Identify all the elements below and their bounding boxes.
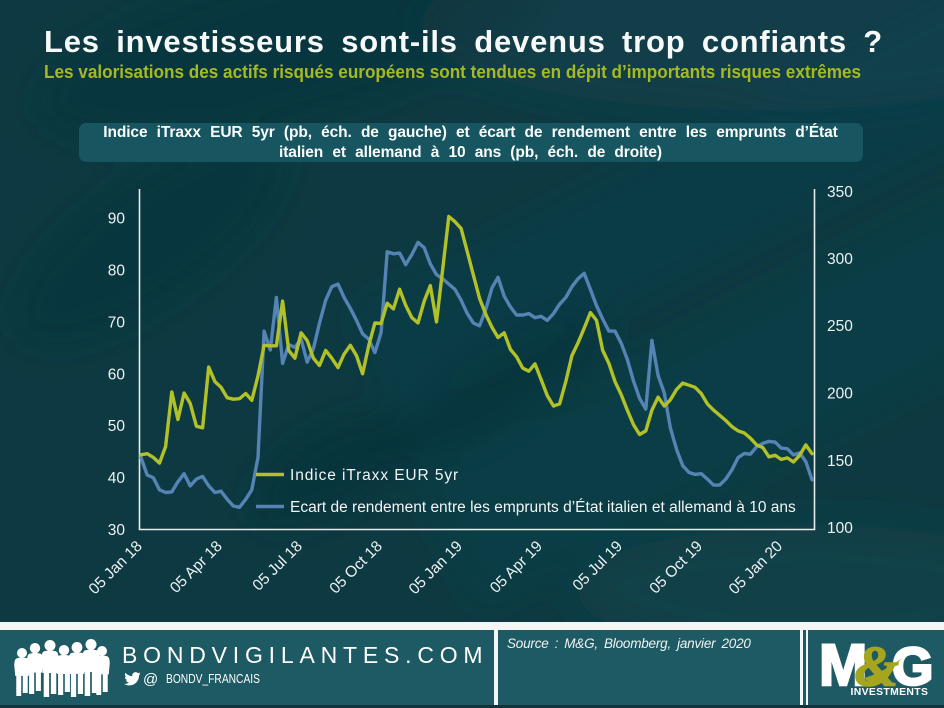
svg-text:30: 30	[108, 522, 126, 539]
svg-text:150: 150	[827, 453, 853, 470]
svg-text:250: 250	[827, 318, 853, 335]
svg-text:200: 200	[827, 386, 853, 403]
svg-text:05 Jan 18: 05 Jan 18	[86, 538, 146, 598]
svg-text:50: 50	[108, 418, 126, 435]
svg-text:60: 60	[108, 366, 126, 383]
svg-text:90: 90	[108, 211, 126, 228]
svg-text:G: G	[892, 638, 933, 697]
svg-text:40: 40	[108, 470, 126, 487]
svg-text:M: M	[819, 633, 867, 698]
svg-text:350: 350	[827, 184, 853, 201]
svg-text:70: 70	[108, 314, 126, 331]
svg-text:Ecart de rendement entre les e: Ecart de rendement entre les emprunts d’…	[290, 499, 796, 516]
svg-text:80: 80	[108, 263, 126, 280]
svg-text:100: 100	[827, 520, 853, 537]
svg-text:05 Oct 18: 05 Oct 18	[326, 538, 386, 598]
svg-text:300: 300	[827, 251, 853, 268]
svg-text:05 Jul 18: 05 Jul 18	[249, 538, 306, 595]
svg-text:INVESTMENTS: INVESTMENTS	[851, 687, 929, 698]
svg-text:05 Apr 18: 05 Apr 18	[167, 538, 226, 597]
svg-text:05 Jan 19: 05 Jan 19	[406, 538, 466, 598]
svg-text:Indice iTraxx EUR 5yr: Indice iTraxx EUR 5yr	[290, 467, 459, 484]
